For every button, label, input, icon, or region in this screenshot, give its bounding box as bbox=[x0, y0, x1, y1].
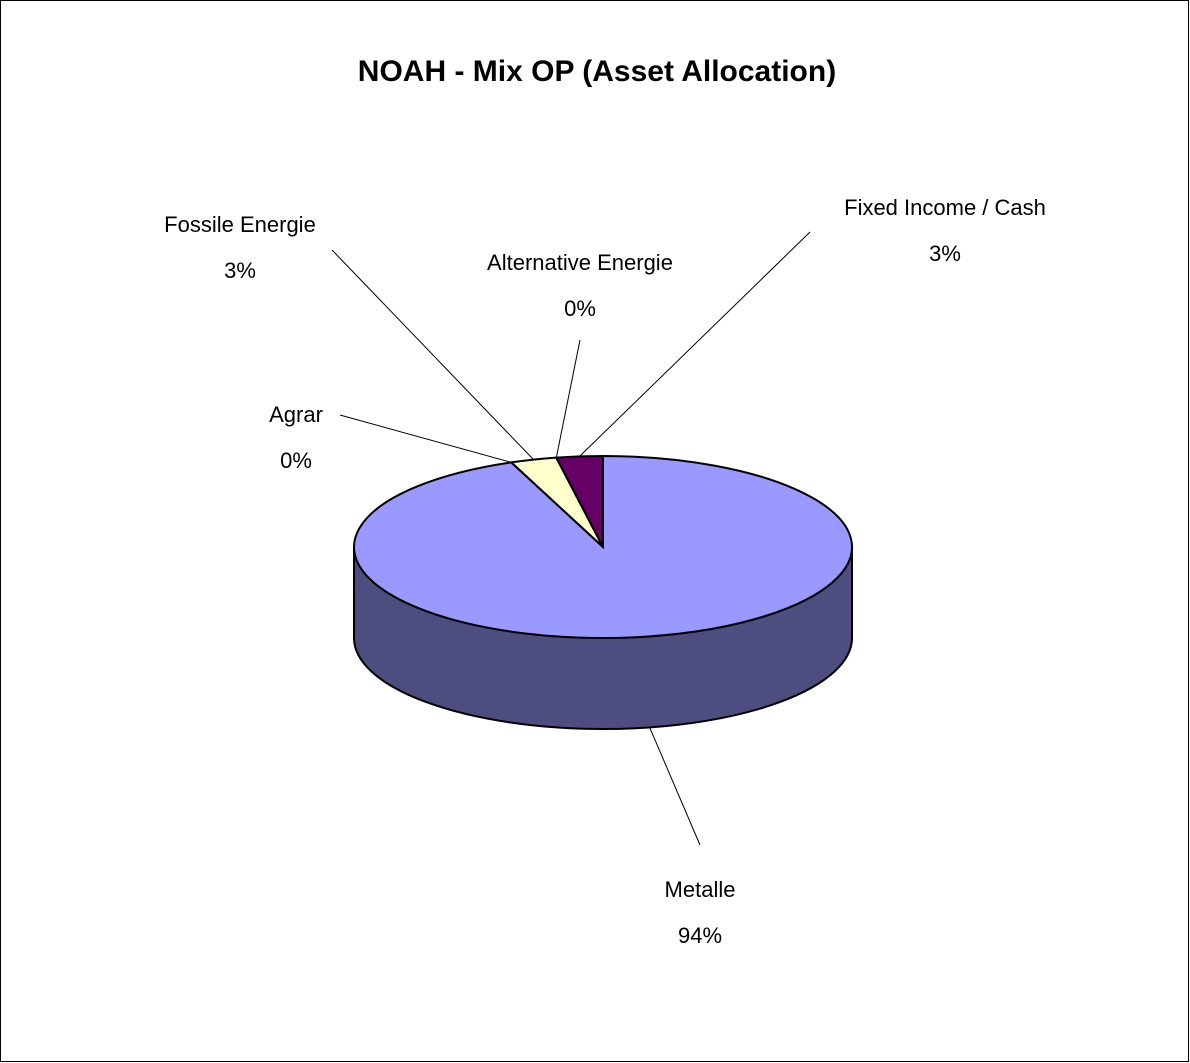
data-label-value: 3% bbox=[224, 258, 256, 283]
data-label-name: Fossile Energie bbox=[164, 212, 316, 237]
leader-line bbox=[331, 249, 534, 460]
data-label-name: Alternative Energie bbox=[487, 250, 673, 275]
data-label-value: 94% bbox=[678, 923, 722, 948]
data-label-value: 3% bbox=[929, 241, 961, 266]
data-label-value: 0% bbox=[280, 448, 312, 473]
leader-line bbox=[339, 414, 512, 463]
chart-title: NOAH - Mix OP (Asset Allocation) bbox=[358, 55, 836, 88]
data-label-name: Metalle bbox=[665, 877, 736, 902]
leader-line bbox=[579, 231, 811, 457]
leader-line bbox=[555, 339, 581, 458]
leader-line bbox=[649, 727, 701, 846]
data-label-value: 0% bbox=[564, 296, 596, 321]
data-label-name: Fixed Income / Cash bbox=[844, 195, 1046, 220]
data-label-name: Agrar bbox=[269, 402, 323, 427]
